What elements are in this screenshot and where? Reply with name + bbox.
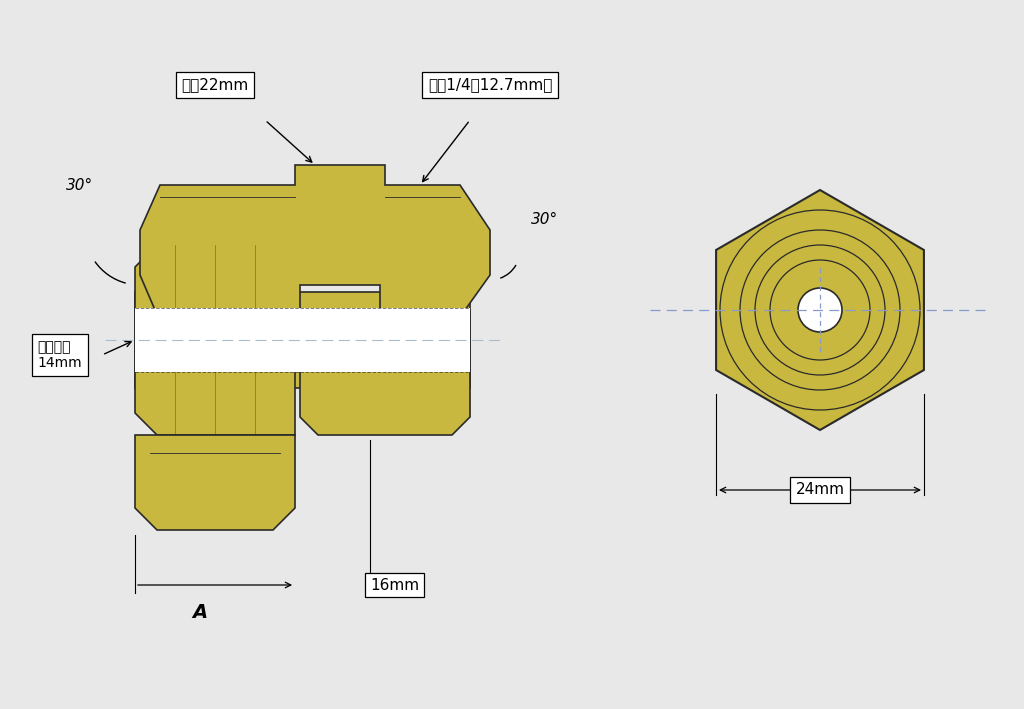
Polygon shape	[135, 308, 470, 372]
Text: 外径22mm: 外径22mm	[181, 77, 249, 92]
Text: 24mm: 24mm	[796, 483, 845, 498]
Text: 30°: 30°	[67, 177, 93, 193]
Text: 16mm: 16mm	[370, 578, 419, 593]
Text: A: A	[193, 603, 208, 623]
Text: 軸受内径
14mm: 軸受内径 14mm	[38, 340, 82, 370]
Circle shape	[798, 288, 842, 332]
Polygon shape	[135, 292, 470, 388]
Polygon shape	[716, 190, 924, 430]
Polygon shape	[135, 435, 295, 530]
Text: 外径1/4（12.7mm）: 外径1/4（12.7mm）	[428, 77, 552, 92]
Polygon shape	[300, 310, 470, 435]
Text: 30°: 30°	[531, 213, 558, 228]
Polygon shape	[135, 245, 295, 435]
Polygon shape	[140, 165, 490, 310]
